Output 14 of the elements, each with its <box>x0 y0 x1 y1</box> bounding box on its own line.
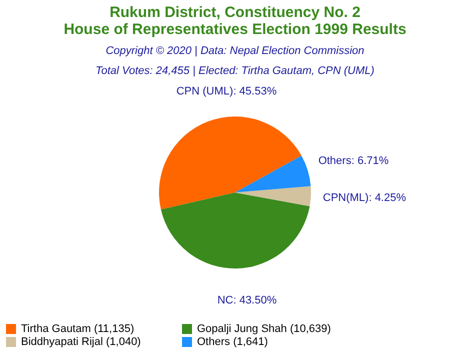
pie-slice <box>160 192 310 268</box>
legend-label: Tirtha Gautam (11,135) <box>21 323 134 335</box>
chart-subtitle: Copyright © 2020 | Data: Nepal Election Commission Total Votes: 24,455 | Elected: Tirtha Gautam, CPN (UML) <box>96 45 375 77</box>
data-label: NC: 43.50% <box>217 294 277 306</box>
data-label: Others: 6.71% <box>318 155 389 168</box>
pie-slice <box>159 116 302 210</box>
pie-slice <box>235 156 311 192</box>
data-label: CPN (UML): 45.53% <box>176 86 277 98</box>
legend-label: Others (1,641) <box>197 336 268 348</box>
legend-label: Gopalji Jung Shah (10,639) <box>197 323 331 335</box>
pie-slice <box>235 186 311 206</box>
chart-title: Rukum District, Constituency No. 2 House of Representatives Election 1999 Results <box>64 4 406 38</box>
legend-label: Biddhyapati Rijal (1,040) <box>21 336 141 348</box>
data-label: CPN(ML): 4.25% <box>322 192 406 204</box>
